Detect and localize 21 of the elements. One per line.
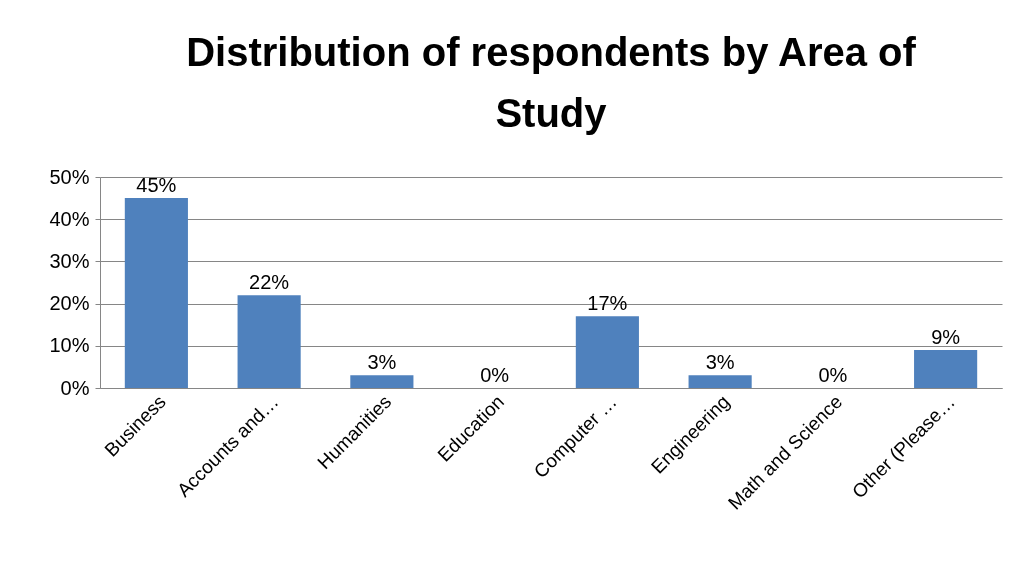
- bar: [575, 316, 639, 388]
- y-tick-label: 50%: [49, 165, 90, 188]
- bar: [688, 375, 752, 388]
- data-label: 0%: [480, 364, 510, 386]
- y-tick-label: 10%: [49, 334, 90, 357]
- data-label: 3%: [367, 351, 397, 374]
- y-tick-label: 40%: [49, 207, 90, 230]
- bar: [914, 350, 978, 388]
- data-label: 0%: [818, 364, 848, 386]
- bar: [124, 198, 188, 388]
- y-tick-label: 20%: [49, 292, 90, 315]
- y-tick-label: 30%: [49, 249, 90, 272]
- bar: [350, 375, 414, 388]
- chart-title: Distribution of respondents by Area of Study: [186, 30, 917, 135]
- data-label: 3%: [705, 351, 735, 374]
- bar: [237, 295, 301, 388]
- data-label: 17%: [587, 292, 628, 315]
- data-label: 45%: [136, 174, 177, 197]
- data-label: 22%: [249, 271, 290, 294]
- data-label: 9%: [931, 326, 961, 349]
- y-tick-label: 0%: [60, 376, 90, 399]
